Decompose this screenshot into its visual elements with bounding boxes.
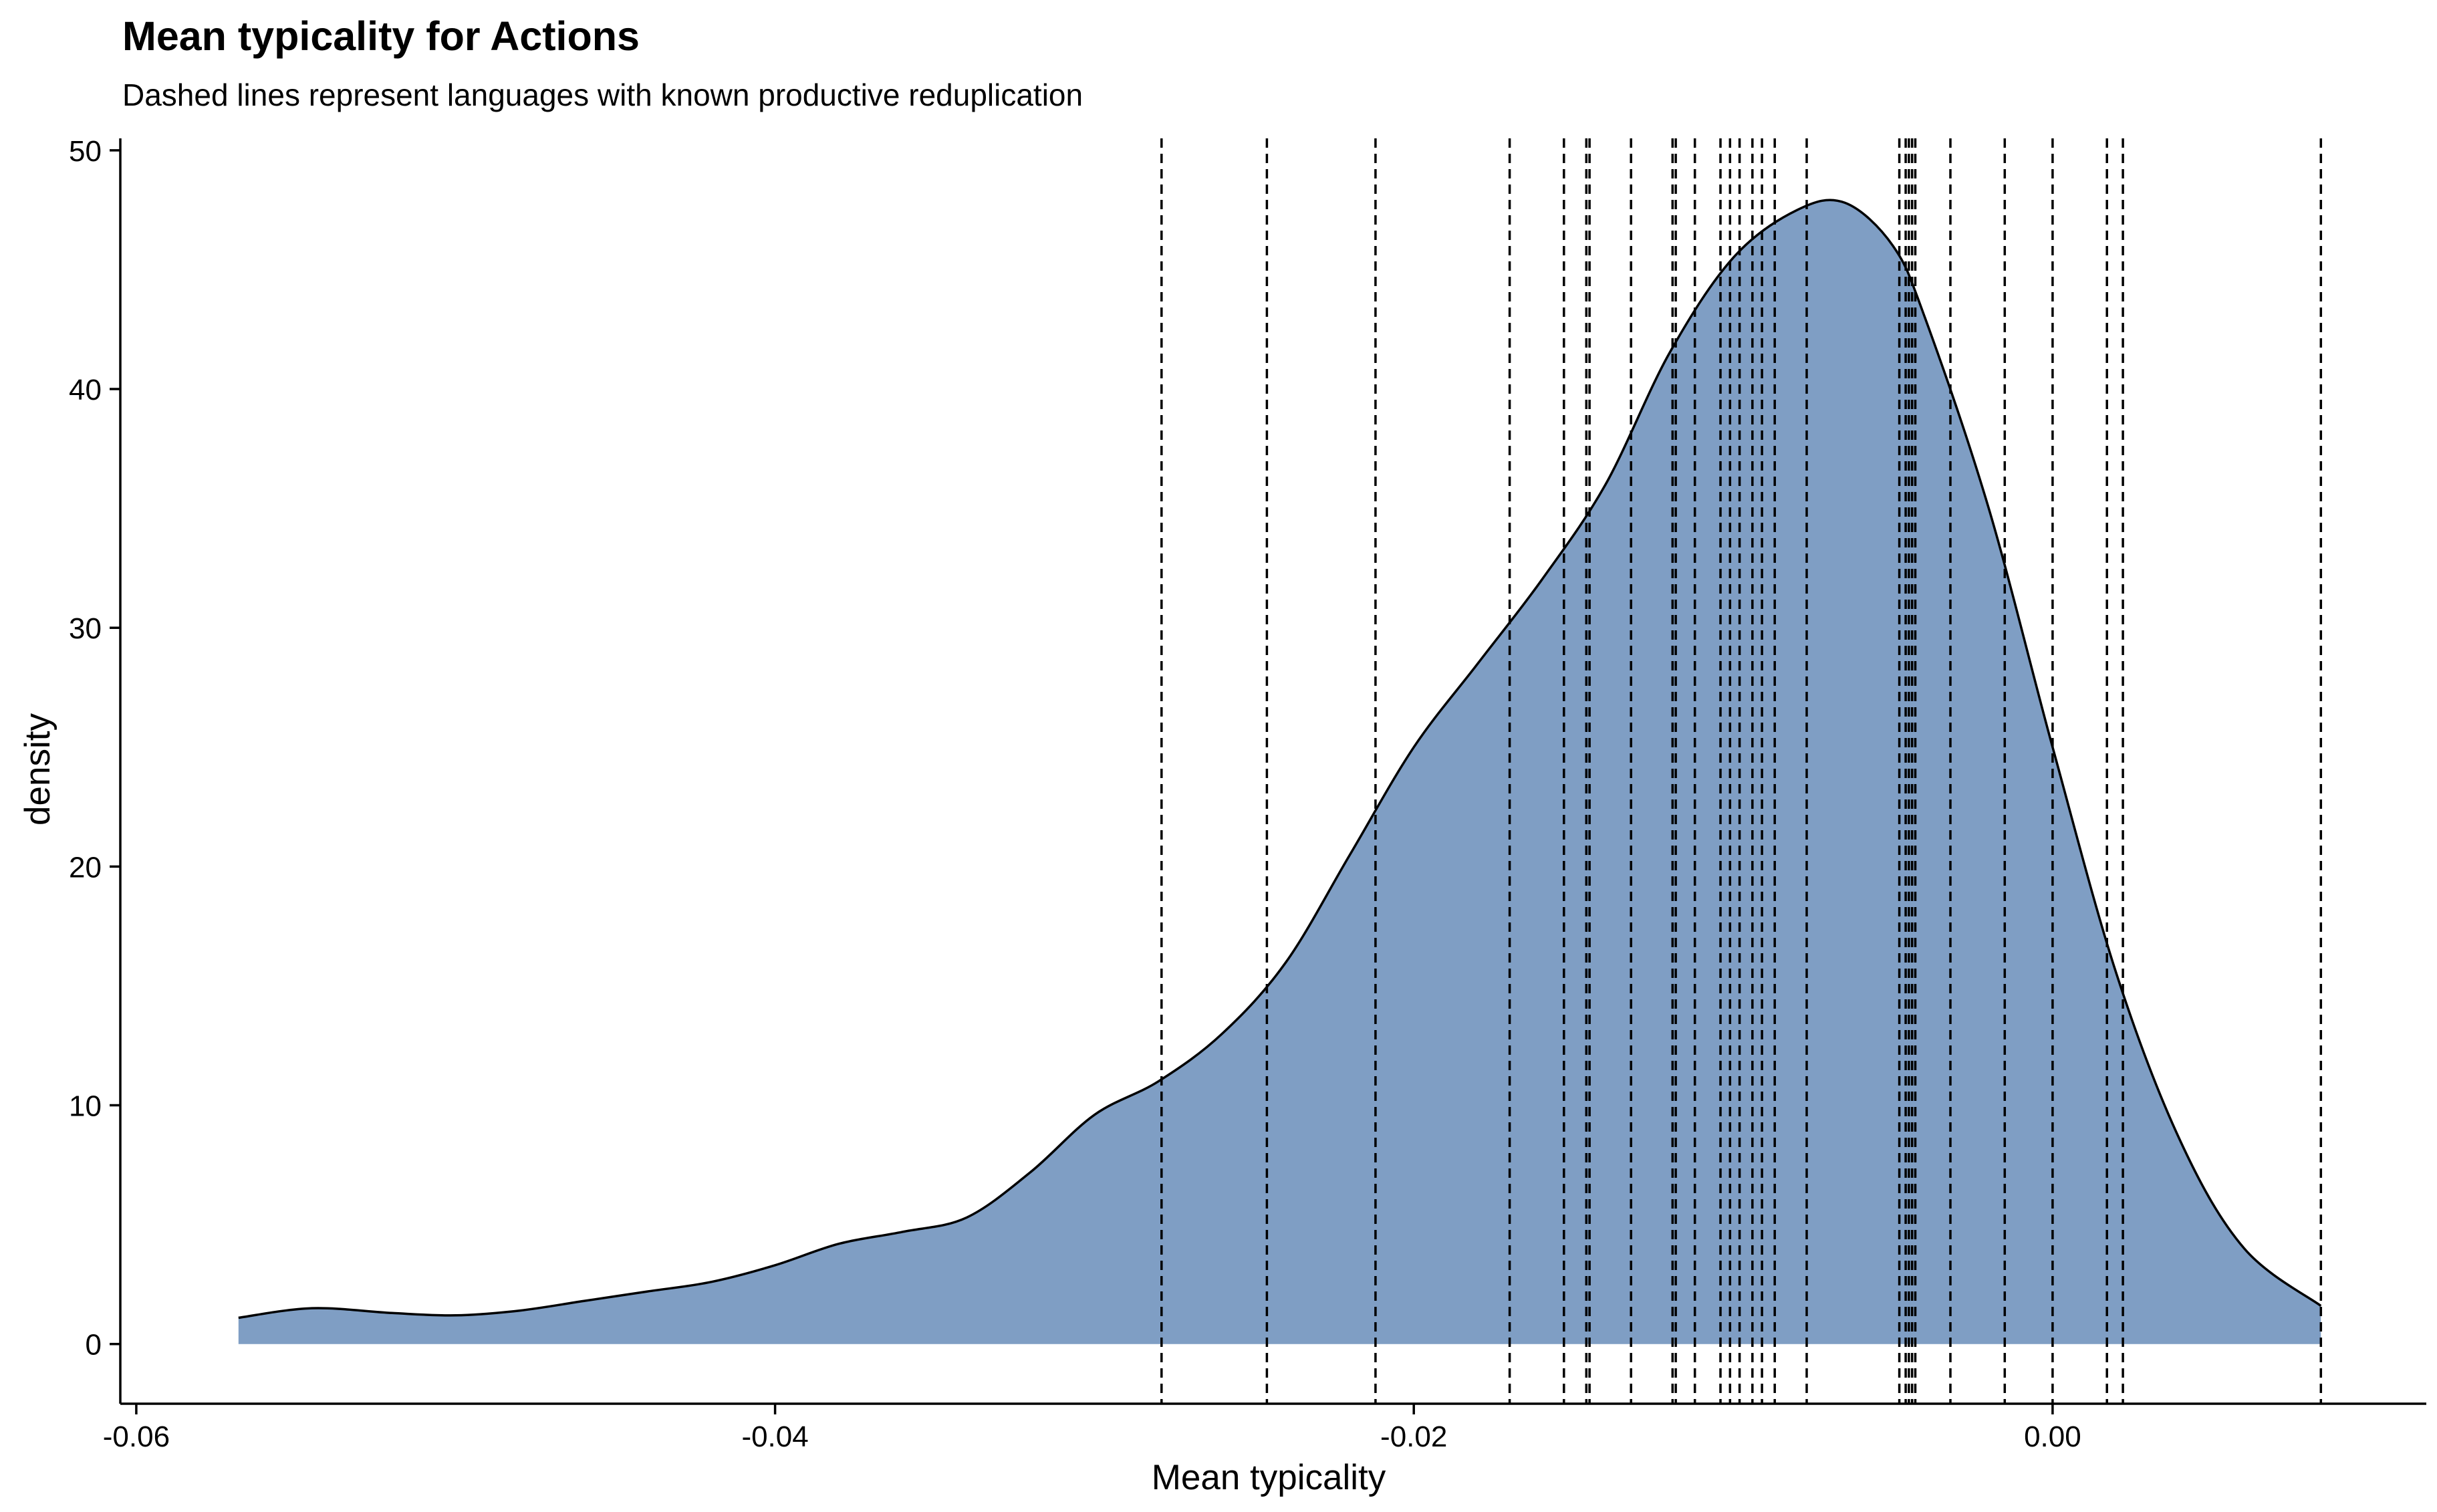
x-tick-label: -0.06 xyxy=(103,1420,170,1453)
x-axis-ticks: -0.06 -0.04 -0.02 0.00 xyxy=(103,1404,2081,1453)
y-tick-label: 50 xyxy=(69,135,102,168)
y-tick-label: 20 xyxy=(69,851,102,884)
y-tick-label: 40 xyxy=(69,374,102,406)
x-tick-label: 0.00 xyxy=(2024,1420,2081,1453)
y-tick-label: 10 xyxy=(69,1090,102,1123)
chart-title: Mean typicality for Actions xyxy=(122,13,640,59)
density-area xyxy=(238,200,2321,1344)
density-curve xyxy=(238,199,2322,1319)
y-tick-label: 0 xyxy=(86,1329,102,1362)
reduplication-lines xyxy=(1160,138,2323,1404)
plot-area xyxy=(238,138,2323,1404)
x-tick-label: -0.02 xyxy=(1380,1420,1447,1453)
y-tick-label: 30 xyxy=(69,612,102,645)
x-axis-title: Mean typicality xyxy=(1152,1458,1386,1497)
chart-subtitle: Dashed lines represent languages with kn… xyxy=(122,78,1083,112)
y-axis-ticks: 0 10 20 30 40 50 xyxy=(69,135,120,1362)
y-axis-title: density xyxy=(18,713,57,826)
x-tick-label: -0.04 xyxy=(741,1420,808,1453)
